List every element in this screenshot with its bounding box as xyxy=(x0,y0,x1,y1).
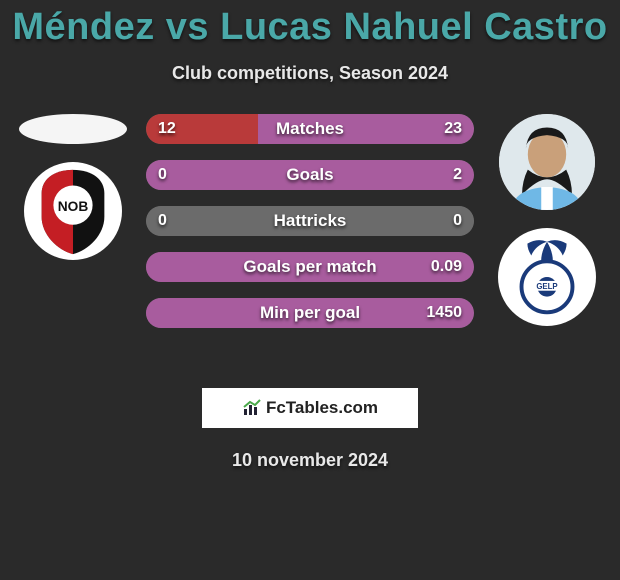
player-left-avatar xyxy=(19,114,127,144)
bar-value-left: 12 xyxy=(158,120,176,138)
bar-value-right: 0.09 xyxy=(431,258,462,276)
stat-bar: Min per goal 1450 xyxy=(146,298,474,328)
left-column: NOB xyxy=(8,114,138,260)
svg-text:NOB: NOB xyxy=(58,199,89,214)
comparison-panel: NOB xyxy=(8,114,612,374)
stat-bar: Goals 0 2 xyxy=(146,160,474,190)
svg-text:GELP: GELP xyxy=(536,282,557,291)
page-title: Méndez vs Lucas Nahuel Castro xyxy=(8,0,612,49)
bar-label: Matches xyxy=(276,119,344,139)
date-text: 10 november 2024 xyxy=(8,450,612,471)
bar-value-right: 1450 xyxy=(426,304,462,322)
bar-value-right: 23 xyxy=(444,120,462,138)
right-column: GELP xyxy=(482,114,612,326)
club-right-logo: GELP xyxy=(498,228,596,326)
bar-label: Goals xyxy=(286,165,333,185)
club-left-logo: NOB xyxy=(24,162,122,260)
subtitle: Club competitions, Season 2024 xyxy=(8,63,612,84)
bar-label: Hattricks xyxy=(274,211,347,231)
bar-value-left: 0 xyxy=(158,212,167,230)
stat-bars: Matches 12 23 Goals 0 2 Hattricks 0 0 Goals per m… xyxy=(146,114,474,344)
bar-label: Goals per match xyxy=(243,257,376,277)
player-right-avatar xyxy=(499,114,595,210)
brand-text: FcTables.com xyxy=(266,398,378,418)
brand-badge: FcTables.com xyxy=(202,388,418,428)
chart-icon xyxy=(242,399,262,417)
bar-label: Min per goal xyxy=(260,303,360,323)
bar-value-right: 0 xyxy=(453,212,462,230)
bar-value-left: 0 xyxy=(158,166,167,184)
bar-value-right: 2 xyxy=(453,166,462,184)
stat-bar: Hattricks 0 0 xyxy=(146,206,474,236)
stat-bar: Goals per match 0.09 xyxy=(146,252,474,282)
stat-bar: Matches 12 23 xyxy=(146,114,474,144)
